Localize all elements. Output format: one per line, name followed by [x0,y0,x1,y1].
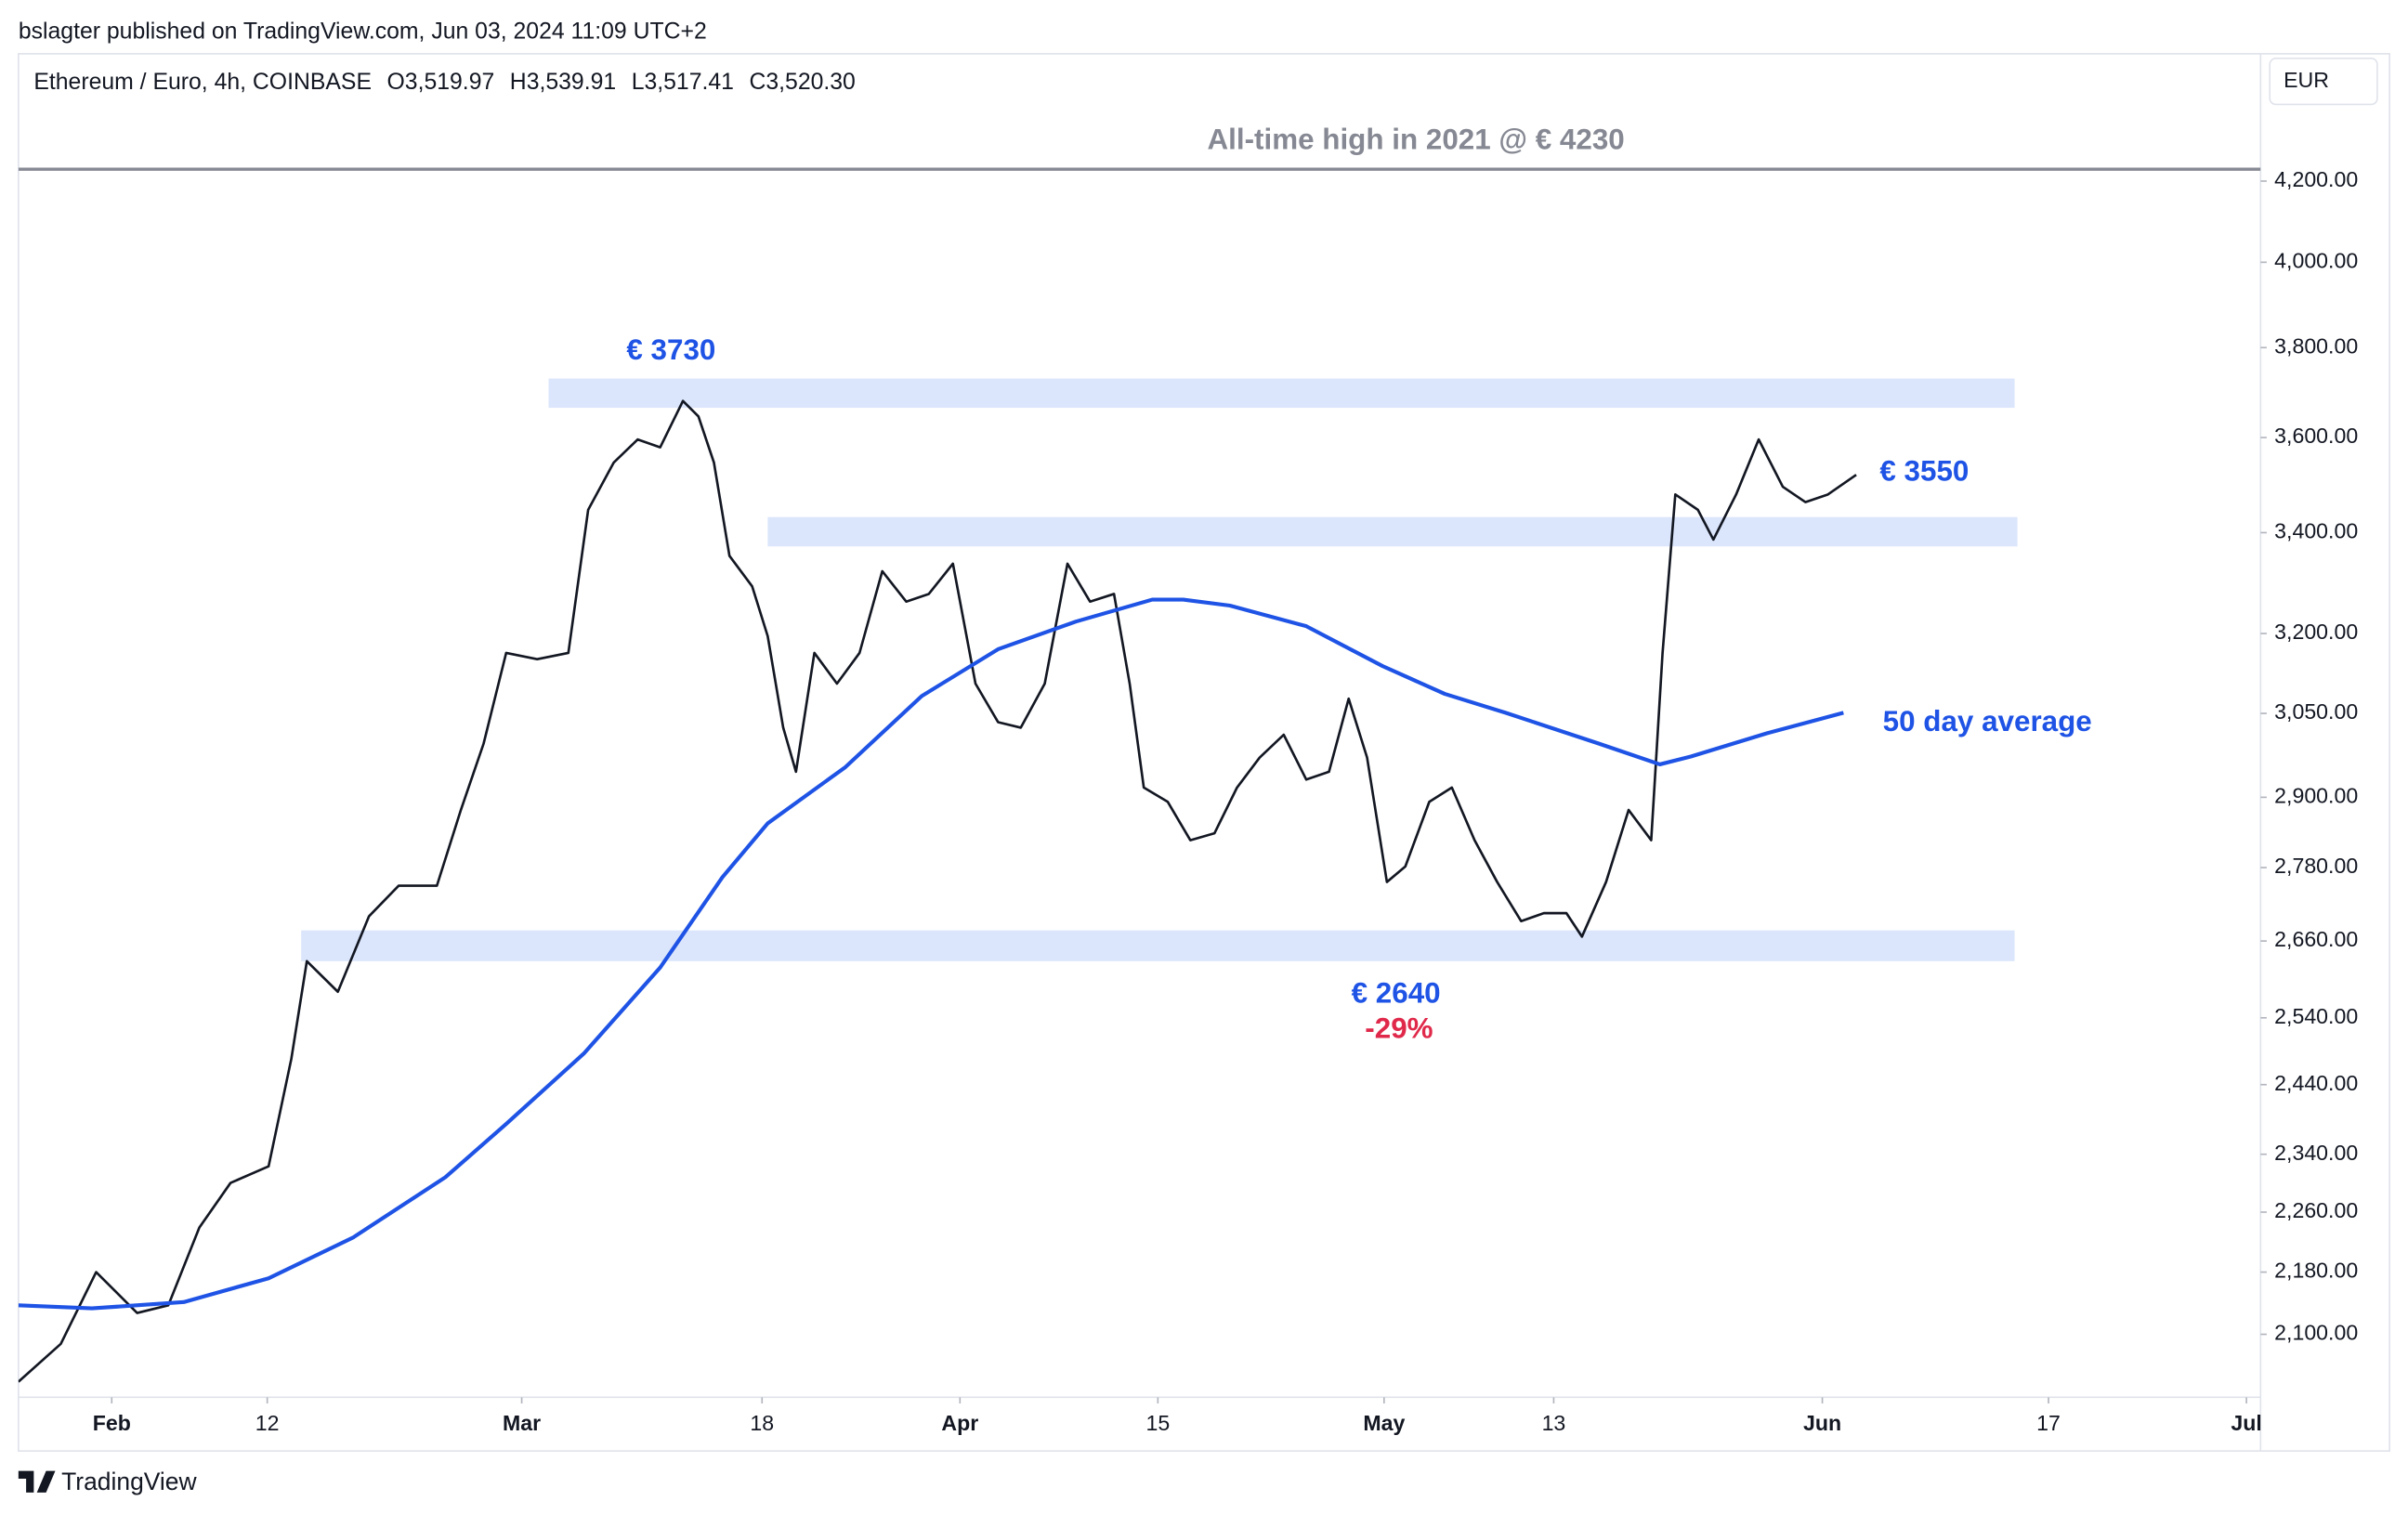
ath-label: All-time high in 2021 @ € 4230 [1207,124,1624,156]
currency[interactable]: EUR [2284,68,2329,92]
x-tick-label: Jul [2231,1411,2261,1435]
x-tick-label: 18 [750,1411,774,1435]
y-tick-label: 2,260.00 [2274,1198,2358,1222]
x-tick-label: 12 [255,1411,280,1435]
y-tick-label: 4,200.00 [2274,167,2358,191]
y-tick-label: 2,900.00 [2274,783,2358,807]
y-tick-label: 3,050.00 [2274,699,2358,724]
ohlc-value: H3,539.91 [510,70,616,95]
y-tick-label: 2,440.00 [2274,1071,2358,1095]
x-tick-label: 17 [2036,1411,2061,1435]
x-tick-label: Mar [503,1411,541,1435]
y-tick-label: 2,100.00 [2274,1321,2358,1345]
symbol: Ethereum / Euro, 4h, COINBASE [33,70,372,95]
ohlc-value: C3,520.30 [749,70,855,95]
plot: All-time high in 2021 @ € 4230 [18,124,2261,1383]
ohlc-value: O3,519.97 [387,70,495,95]
y-tick-label: 2,540.00 [2274,1004,2358,1028]
x-tick-label: 15 [1145,1411,1170,1435]
x-axis: Feb 12 Mar 18 Apr 15 May 13 Jun 17 Jul [93,1397,2261,1435]
y-tick-label: 2,780.00 [2274,854,2358,878]
y-tick-label: 4,000.00 [2274,248,2358,272]
average-line [18,597,1844,1311]
y-tick-label: 2,660.00 [2274,927,2358,951]
x-tick-label: Apr [941,1411,978,1435]
x-tick-label: May [1363,1411,1405,1435]
y-tick-label: 3,600.00 [2274,424,2358,448]
annotation: € 3730 [626,333,715,366]
zone [301,930,2015,961]
zone [548,378,2015,409]
y-axis: 2,100.00 2,180.00 2,260.00 2,340.00 2,440.00… [2260,167,2358,1345]
zone [767,516,2018,547]
x-tick-label: Jun [1803,1411,1841,1435]
annotation: -29% [1365,1012,1433,1045]
x-tick-label: 13 [1542,1411,1566,1435]
annotation: 50 day average [1883,705,2092,737]
footer-brand: TradingView [61,1468,197,1495]
publisher: bslagter published on TradingView.com, J… [19,19,707,44]
frame [18,53,2390,1453]
y-tick-label: 3,200.00 [2274,620,2358,644]
ohlc-value: L3,517.41 [632,70,734,95]
currency-button[interactable] [2269,58,2378,106]
x-tick-label: Feb [93,1411,131,1435]
y-tick-label: 2,180.00 [2274,1259,2358,1283]
annotation: € 2640 [1352,977,1441,1010]
annotation: € 3550 [1879,454,1969,487]
y-tick-label: 3,800.00 [2274,333,2358,358]
y-tick-label: 2,340.00 [2274,1141,2358,1165]
logo: TradingView [18,1468,198,1495]
price-line [18,399,1857,1383]
y-tick-label: 3,400.00 [2274,519,2358,543]
